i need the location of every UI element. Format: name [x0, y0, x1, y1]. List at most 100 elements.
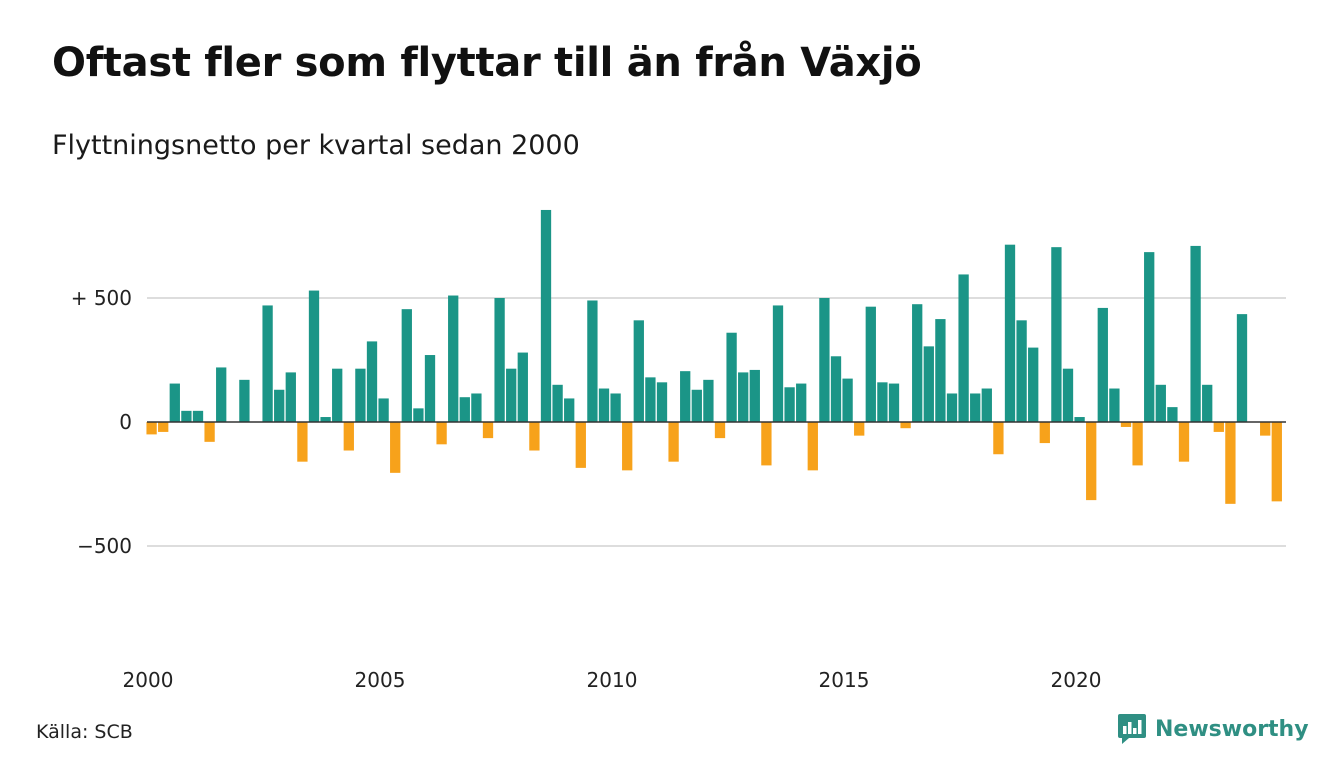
bar: [239, 379, 250, 422]
bar: [981, 388, 992, 422]
x-tick-label: 2010: [587, 668, 638, 692]
bar: [749, 369, 760, 422]
bar: [471, 393, 482, 422]
bar: [622, 422, 633, 471]
brand-name: Newsworthy: [1155, 716, 1309, 742]
bar: [1039, 422, 1050, 444]
bar: [1271, 422, 1282, 502]
bar: [1167, 407, 1178, 422]
bar: [587, 300, 598, 422]
bar: [784, 387, 795, 422]
bar: [448, 295, 459, 422]
bar: [923, 346, 934, 422]
bar: [1178, 422, 1190, 462]
newsworthy-chart-bubble-icon: [1118, 714, 1146, 744]
bar: [645, 377, 656, 422]
bar: [633, 320, 644, 422]
bar: [332, 368, 343, 422]
bar: [970, 393, 981, 422]
bar: [552, 384, 563, 422]
bar: [204, 422, 215, 442]
bar: [946, 393, 958, 422]
bar: [1097, 307, 1108, 422]
source-note: Källa: SCB: [36, 721, 133, 743]
bar: [262, 305, 273, 422]
bar: [842, 378, 853, 422]
bar: [401, 309, 412, 422]
bar: [158, 422, 169, 432]
bar: [877, 382, 888, 422]
bar: [494, 298, 505, 422]
bar: [1236, 314, 1248, 422]
bar: [1120, 422, 1132, 427]
bar: [390, 422, 401, 473]
bar: [564, 398, 575, 422]
bar: [865, 306, 876, 422]
bar: [1155, 384, 1166, 422]
bar: [285, 372, 296, 422]
bar: [1028, 347, 1039, 422]
axes: + 500 0 −500 2000 2005 2010 2015 2020: [71, 286, 1286, 692]
bar: [656, 382, 668, 422]
bar: [575, 422, 586, 468]
bar: [610, 393, 621, 422]
bar: [1051, 247, 1062, 422]
bar: [726, 332, 737, 422]
bar: [297, 422, 308, 462]
bar: [1202, 384, 1213, 422]
bar: [888, 383, 900, 422]
bar: [506, 368, 517, 422]
y-tick-label: 0: [119, 410, 132, 434]
bar: [378, 398, 389, 422]
gridlines: [147, 297, 1286, 547]
bar: [1213, 422, 1224, 432]
bar: [343, 422, 354, 451]
bar: [1225, 422, 1236, 504]
bars: [146, 209, 1282, 504]
bar: [320, 417, 331, 422]
x-tick-label: 2000: [123, 668, 174, 692]
bar: [935, 319, 946, 422]
y-tick-label: + 500: [71, 286, 132, 310]
bar: [540, 209, 552, 422]
bar: [482, 422, 494, 439]
bar: [413, 408, 424, 422]
bar: [796, 383, 807, 422]
y-tick-label: −500: [77, 534, 132, 558]
bar: [459, 397, 470, 422]
bar: [807, 422, 818, 471]
bar: [355, 368, 366, 422]
bar: [598, 388, 610, 422]
x-tick-label: 2015: [819, 668, 870, 692]
chart-title: Oftast fler som flyttar till än från Väx…: [52, 40, 922, 86]
bar: [819, 298, 830, 422]
bar: [668, 422, 679, 462]
bar: [691, 389, 702, 422]
bar: [703, 379, 714, 422]
bar: [216, 367, 227, 422]
x-tick-label: 2005: [355, 668, 406, 692]
bar: [1132, 422, 1143, 466]
bar: [1062, 368, 1074, 422]
bar: [308, 290, 320, 422]
bar: [1190, 245, 1201, 422]
chart-subtitle: Flyttningsnetto per kvartal sedan 2000: [52, 130, 580, 161]
bar: [912, 304, 923, 422]
bar: [1086, 422, 1097, 501]
bar: [830, 356, 842, 422]
bar: [517, 352, 528, 422]
bar: [169, 383, 180, 422]
bar: [529, 422, 540, 451]
bar: [958, 274, 969, 422]
bar: [146, 422, 157, 435]
x-tick-label: 2020: [1051, 668, 1102, 692]
bar-chart: + 500 0 −500 2000 2005 2010 2015 2020: [71, 209, 1286, 692]
bar: [424, 355, 436, 422]
bar: [854, 422, 865, 436]
bar: [1144, 252, 1155, 422]
bar: [192, 410, 204, 422]
bar: [436, 422, 447, 445]
bar: [274, 389, 285, 422]
bar: [772, 305, 784, 422]
bar: [1004, 244, 1016, 422]
